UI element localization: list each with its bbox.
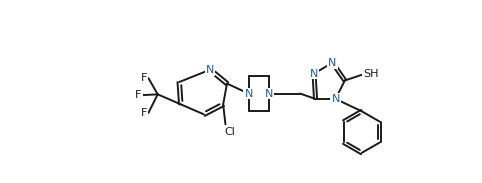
Text: N: N xyxy=(310,69,318,79)
Text: N: N xyxy=(328,58,337,68)
Text: Cl: Cl xyxy=(224,127,235,137)
Text: N: N xyxy=(206,65,214,75)
Text: SH: SH xyxy=(363,69,379,79)
Text: F: F xyxy=(135,90,142,100)
Text: F: F xyxy=(141,73,147,83)
Text: N: N xyxy=(265,89,274,99)
Text: N: N xyxy=(332,94,340,104)
Text: F: F xyxy=(141,108,147,118)
Text: N: N xyxy=(244,89,253,99)
